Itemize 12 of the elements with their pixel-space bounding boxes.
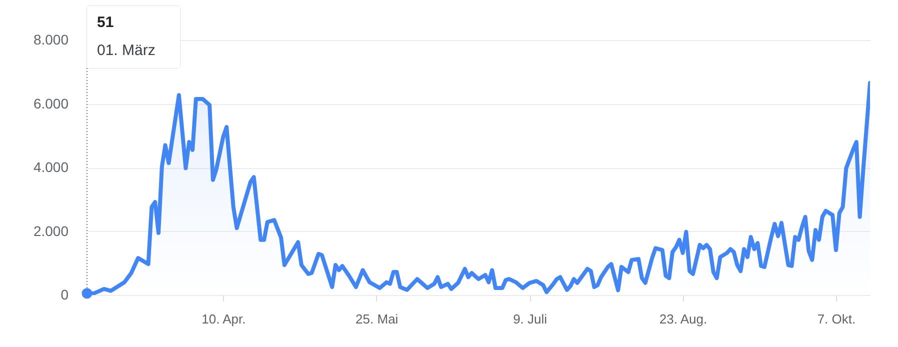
x-tick-label: 25. Mai: [356, 312, 398, 326]
y-tick-label: 2.000: [33, 222, 69, 239]
text: 51: [97, 14, 114, 31]
x-tick-label: 23. Aug.: [659, 312, 708, 326]
y-tick-label: 6.000: [33, 95, 69, 112]
y-tick-label: 8.000: [33, 32, 69, 48]
y-tick-label: 4.000: [33, 159, 69, 175]
y-tick-label: 0: [60, 286, 69, 302]
x-tick-label: 10. Apr.: [202, 312, 246, 326]
x-tick-label: 7. Okt.: [817, 312, 856, 326]
x-tick-label: 9. Juli: [513, 312, 548, 326]
annotation: 01. März: [97, 42, 156, 59]
